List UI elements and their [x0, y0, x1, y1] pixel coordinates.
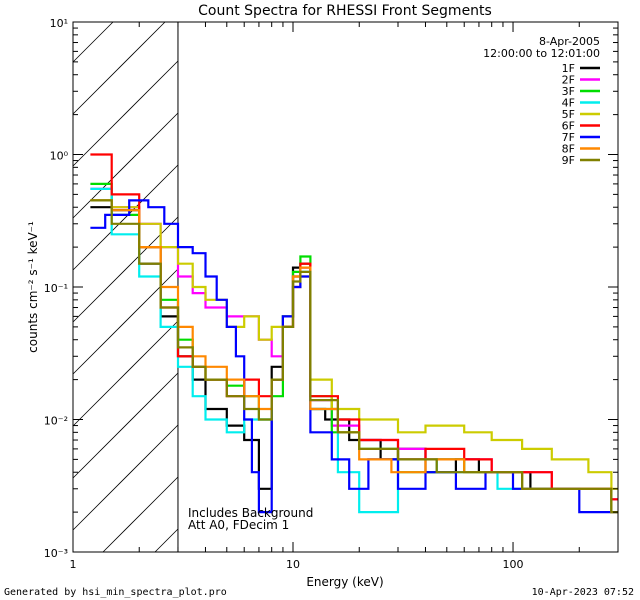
y-tick-label: 10⁻²	[44, 415, 68, 428]
hatch-line	[72, 320, 179, 427]
hatch-line	[72, 164, 179, 271]
hatch-line	[72, 112, 179, 219]
legend-label-8F: 8F	[562, 143, 575, 156]
x-tick-label: 10	[286, 558, 300, 571]
time-range-label: 12:00:00 to 12:01:00	[483, 47, 600, 60]
legend-label-7F: 7F	[562, 131, 575, 144]
hatch-line	[72, 60, 179, 167]
x-tick-label: 100	[503, 558, 524, 571]
series-9F	[90, 199, 618, 514]
y-tick-label: 10¹	[50, 17, 68, 30]
hatch-line	[72, 21, 166, 115]
hatch-line	[102, 476, 179, 553]
date-label: 8-Apr-2005	[539, 35, 600, 48]
legend-label-6F: 6F	[562, 120, 575, 133]
chart-title: Count Spectra for RHESSI Front Segments	[198, 3, 492, 19]
legend-label-4F: 4F	[562, 97, 575, 110]
legend-label-5F: 5F	[562, 108, 575, 121]
timestamp-label: 10-Apr-2023 07:52	[531, 587, 634, 598]
hatch-line	[72, 216, 179, 323]
series-layer	[90, 153, 618, 514]
y-tick-label: 10⁰	[50, 150, 69, 163]
annotation-background: Includes Background	[188, 506, 313, 520]
y-tick-label: 10⁻¹	[44, 282, 68, 295]
generated-by-label: Generated by hsi_min_spectra_plot.pro	[4, 587, 227, 598]
x-tick-label: 1	[70, 558, 77, 571]
series-1F	[90, 206, 618, 514]
hatch-line	[72, 372, 179, 479]
legend-label-3F: 3F	[562, 85, 575, 98]
hatch-line	[154, 528, 179, 553]
axis-layer: 1 10 100 10⁻³ 10⁻² 10⁻¹ 10⁰ 10¹	[44, 17, 619, 571]
x-axis-label: Energy (keV)	[306, 575, 383, 589]
series-3F	[90, 182, 618, 514]
legend-label-2F: 2F	[562, 74, 575, 87]
annotation-attenuator: Att A0, FDecim 1	[188, 518, 289, 532]
hatch-line	[72, 268, 179, 375]
y-axis-label: counts cm⁻² s⁻¹ keV⁻¹	[26, 221, 40, 353]
hatch-line	[72, 424, 179, 531]
series-5F	[90, 199, 618, 490]
y-tick-label: 10⁻³	[44, 547, 68, 560]
legend-label-1F: 1F	[562, 62, 575, 75]
series-4F	[90, 187, 618, 514]
legend-label-9F: 9F	[562, 154, 575, 167]
hatch-line	[72, 21, 114, 63]
hatched-region	[72, 21, 179, 553]
series-2F	[90, 187, 618, 501]
